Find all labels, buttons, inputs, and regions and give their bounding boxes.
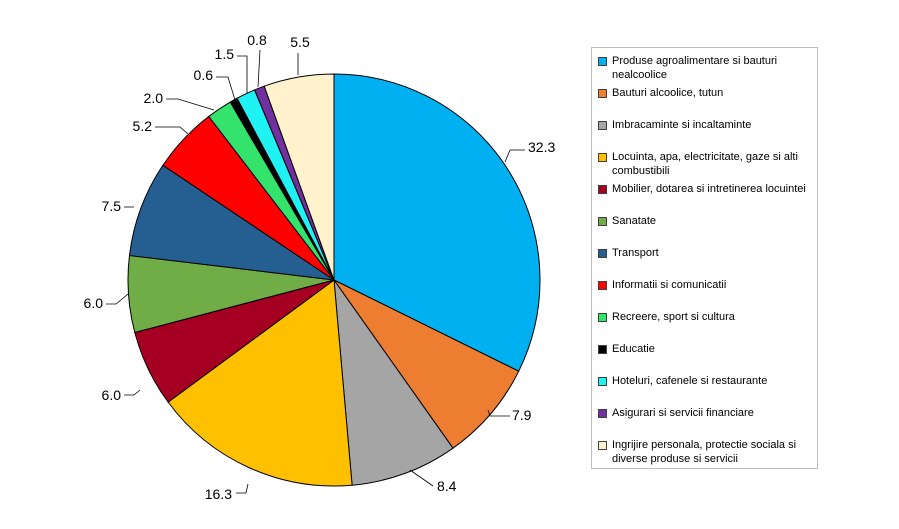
legend-swatch	[598, 217, 607, 226]
legend-item: Hoteluri, cafenele si restaurante	[598, 374, 808, 388]
data-label: 5.2	[133, 118, 153, 134]
pie-slice	[333, 279, 520, 449]
legend-swatch	[598, 185, 607, 194]
data-label: 2.0	[144, 90, 164, 106]
legend-swatch	[598, 57, 607, 66]
legend-swatch	[598, 281, 607, 290]
data-label: 7.5	[102, 198, 122, 214]
leader-lines	[106, 49, 525, 494]
legend-item: Transport	[598, 246, 808, 260]
legend-item: Educatie	[598, 342, 808, 356]
data-label: 5.5	[290, 34, 310, 50]
legend-swatch	[598, 313, 607, 322]
data-label: 32.3	[528, 139, 555, 155]
legend-swatch	[598, 89, 607, 98]
legend-label: Ingrijire personala, protectie sociala s…	[612, 439, 797, 465]
data-label: 6.0	[84, 295, 104, 311]
legend-label: Sanatate	[612, 215, 657, 227]
legend-swatch	[598, 121, 607, 130]
legend-item: Produse agroalimentare si bauturi nealco…	[598, 54, 808, 82]
legend-label: Recreere, sport si cultura	[612, 311, 735, 323]
legend-label: Educatie	[612, 343, 655, 355]
legend-label: Locuinta, apa, electricitate, gaze si al…	[612, 151, 798, 177]
legend-label: Hoteluri, cafenele si restaurante	[612, 375, 768, 387]
legend-item: Asigurari si servicii financiare	[598, 406, 808, 420]
legend-item: Informatii si comunicatii	[598, 278, 808, 292]
leader-line	[166, 98, 215, 111]
leader-line	[237, 55, 248, 93]
legend-item: Bauturi alcoolice, tutun	[598, 86, 808, 100]
leader-line	[257, 49, 261, 88]
leader-line	[106, 293, 129, 305]
legend-swatch	[598, 345, 607, 354]
data-label: 7.9	[512, 407, 532, 423]
leader-line	[487, 409, 510, 417]
pie-slice	[333, 278, 454, 486]
legend-swatch	[598, 441, 607, 450]
legend-item: Recreere, sport si cultura	[598, 310, 808, 324]
legend-item: Mobilier, dotarea si intretinerea locuin…	[598, 182, 808, 196]
legend-swatch	[598, 409, 607, 418]
legend-item: Locuinta, apa, electricitate, gaze si al…	[598, 150, 808, 178]
data-label: 0.6	[194, 67, 214, 83]
data-label: 0.8	[247, 32, 267, 48]
pie-slice	[128, 164, 335, 281]
legend-swatch	[598, 249, 607, 258]
legend-label: Transport	[612, 247, 659, 259]
legend-label: Informatii si comunicatii	[612, 279, 727, 291]
pie-slice	[333, 73, 541, 372]
legend-label: Produse agroalimentare si bauturi nealco…	[612, 55, 778, 81]
leader-line	[155, 126, 189, 135]
legend-label: Mobilier, dotarea si intretinerea locuin…	[612, 183, 806, 195]
legend-label: Bauturi alcoolice, tutun	[612, 87, 724, 99]
data-label: 16.3	[205, 486, 232, 502]
leader-line	[124, 389, 141, 396]
data-labels: 32.3 7.9 8.4 16.3 6.0 6.0 7.5 5.2 2.0 0.61.5 0.8 5.…	[84, 32, 556, 502]
data-label: 8.4	[437, 478, 457, 494]
data-label: 6.0	[102, 387, 122, 403]
pie-slices	[127, 73, 541, 487]
legend-swatch	[598, 377, 607, 386]
pie-slice	[167, 279, 353, 487]
legend-item: Sanatate	[598, 214, 808, 228]
legend-label: Asigurari si servicii financiare	[612, 407, 754, 419]
legend-swatch	[598, 153, 607, 162]
pie-slice	[263, 73, 335, 281]
leader-line	[236, 483, 249, 494]
legend-item: Imbracaminte si incaltaminte	[598, 118, 808, 132]
data-label: 1.5	[215, 46, 235, 62]
legend-label: Imbracaminte si incaltaminte	[612, 119, 752, 131]
leader-line	[409, 469, 434, 487]
leader-line	[504, 149, 525, 163]
legend: Produse agroalimentare si bauturi nealco…	[591, 47, 818, 469]
legend-item: Ingrijire personala, protectie sociala s…	[598, 438, 808, 466]
leader-line	[216, 76, 236, 101]
